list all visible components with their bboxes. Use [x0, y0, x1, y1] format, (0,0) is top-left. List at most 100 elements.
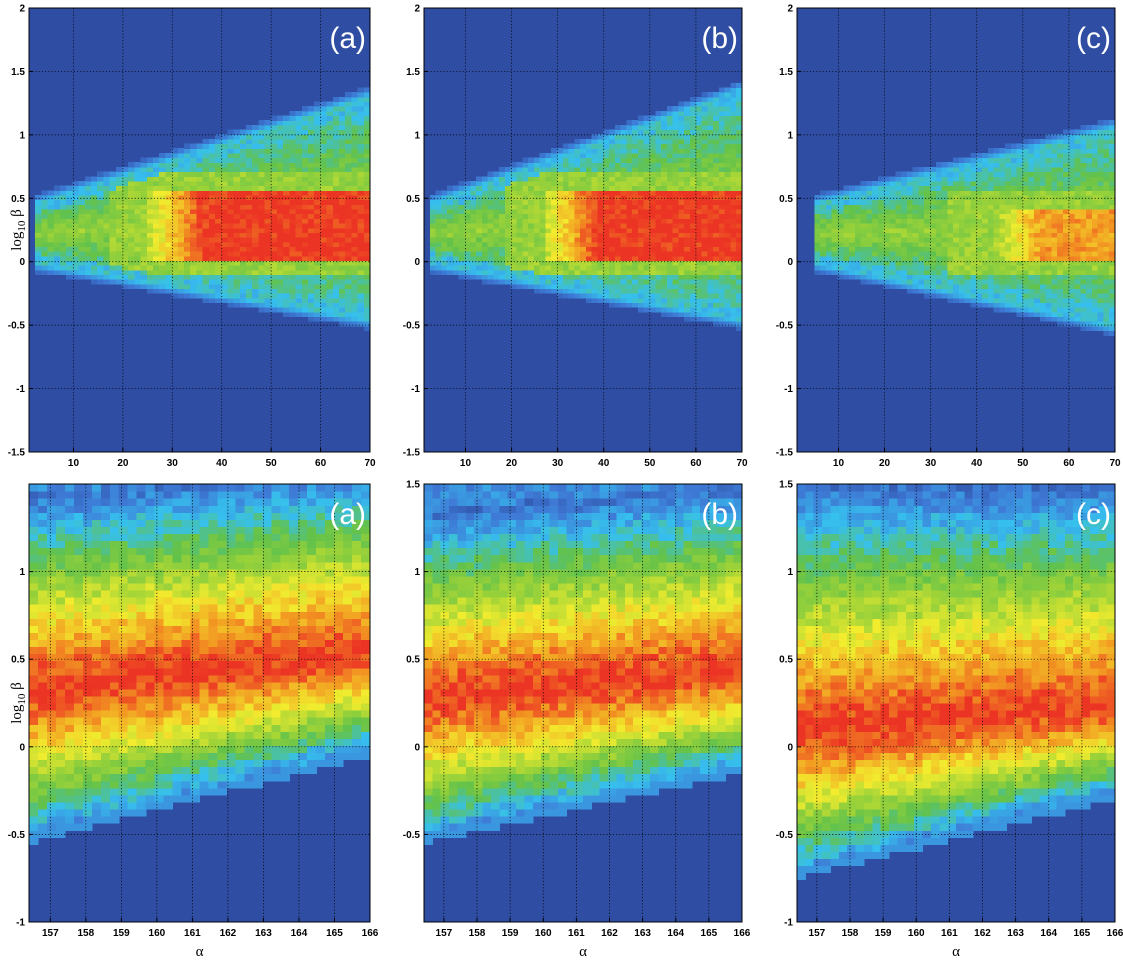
heatmap-cell: [196, 185, 204, 191]
heatmap-cell: [999, 204, 1006, 210]
heatmap-cell: [976, 302, 983, 308]
heatmap-cell: [516, 255, 523, 261]
heatmap-cell: [264, 274, 272, 280]
heatmap-cell: [171, 152, 179, 159]
heatmap-cell: [103, 265, 111, 271]
heatmap-cell: [177, 171, 185, 177]
heatmap-cell: [713, 213, 720, 219]
heatmap-cell: [252, 297, 259, 304]
heatmap-cell: [655, 260, 662, 266]
heatmap-cell: [707, 260, 714, 266]
heatmap-cell: [947, 208, 954, 215]
heatmap-cell: [481, 204, 489, 210]
heatmap-cell: [684, 269, 691, 275]
heatmap-cell: [103, 204, 111, 210]
heatmap-cell: [562, 251, 570, 257]
heatmap-cell: [332, 265, 340, 271]
heatmap-cell: [308, 288, 315, 294]
heatmap-cell: [684, 162, 691, 168]
heatmap-cell: [585, 255, 593, 261]
heatmap-cell: [339, 199, 346, 205]
heatmap-cell: [637, 115, 645, 121]
heatmap-cell: [215, 218, 222, 224]
heatmap-cell: [190, 274, 197, 280]
heatmap-cell: [854, 222, 862, 229]
heatmap-cell: [510, 190, 518, 196]
heatmap-cell: [964, 222, 972, 229]
heatmap-cell: [41, 218, 49, 224]
heatmap-cell: [970, 157, 977, 163]
heatmap-cell: [993, 260, 1000, 266]
heatmap-cell: [470, 246, 477, 252]
heatmap-cell: [91, 199, 98, 205]
heatmap-cell: [661, 218, 668, 224]
heatmap-cell: [1039, 190, 1047, 196]
heatmap-cell: [678, 213, 685, 219]
heatmap-cell: [713, 208, 720, 215]
heatmap-cell: [277, 120, 284, 126]
heatmap-cell: [452, 241, 460, 247]
heatmap-cell: [941, 208, 948, 215]
heatmap-cell: [666, 227, 674, 233]
heatmap-cell: [452, 246, 460, 252]
heatmap-cell: [326, 311, 334, 318]
heatmap-cell: [357, 269, 365, 275]
heatmap-cell: [947, 260, 954, 266]
heatmap-cell: [1034, 307, 1041, 313]
heatmap-cell: [941, 222, 948, 229]
heatmap-cell: [196, 274, 204, 280]
heatmap-cell: [568, 265, 575, 271]
heatmap-cell: [701, 269, 708, 275]
heatmap-cell: [539, 255, 547, 261]
heatmap-cell: [953, 293, 960, 299]
heatmap-cell: [982, 208, 989, 215]
heatmap-cell: [609, 274, 616, 280]
heatmap-cell: [345, 316, 352, 322]
heatmap-cell: [227, 176, 235, 182]
heatmap-cell: [447, 213, 454, 219]
heatmap-cell: [684, 143, 691, 149]
heatmap-cell: [895, 241, 902, 247]
heatmap-cell: [481, 241, 489, 247]
heatmap-cell: [516, 222, 523, 229]
heatmap-cell: [122, 283, 129, 290]
heatmap-cell: [109, 269, 117, 275]
heatmap-cell: [320, 232, 328, 238]
heatmap-cell: [146, 265, 154, 271]
heatmap-cell: [837, 265, 844, 271]
heatmap-cell: [504, 237, 512, 243]
heatmap-cell: [270, 302, 278, 308]
heatmap-cell: [470, 222, 477, 229]
heatmap-cell: [661, 120, 668, 126]
heatmap-cell: [97, 190, 104, 196]
heatmap-cell: [964, 297, 972, 304]
heatmap-cell: [115, 232, 123, 238]
heatmap-cell: [289, 297, 297, 304]
heatmap-cell: [626, 251, 633, 257]
heatmap-cell: [357, 260, 365, 266]
heatmap-cell: [866, 222, 873, 229]
heatmap-cell: [122, 237, 129, 243]
heatmap-cell: [941, 176, 948, 182]
heatmap-cell: [221, 199, 228, 205]
heatmap-cell: [283, 269, 290, 275]
heatmap-cell: [345, 204, 352, 210]
heatmap-cell: [999, 222, 1006, 229]
heatmap-cell: [53, 265, 61, 271]
heatmap-cell: [270, 218, 278, 224]
heatmap-cell: [626, 218, 633, 224]
heatmap-cell: [562, 288, 570, 294]
heatmap-cell: [713, 232, 720, 238]
heatmap-cell: [78, 246, 86, 252]
heatmap-cell: [585, 180, 593, 187]
heatmap-cell: [877, 213, 885, 219]
heatmap-cell: [539, 246, 547, 252]
heatmap-cell: [655, 227, 662, 233]
heatmap-cell: [637, 180, 645, 187]
heatmap-cell: [982, 269, 989, 275]
heatmap-cell: [504, 218, 512, 224]
heatmap-cell: [363, 115, 371, 121]
heatmap-cell: [970, 237, 977, 243]
heatmap-cell: [1039, 297, 1047, 304]
heatmap-cell: [277, 124, 284, 131]
